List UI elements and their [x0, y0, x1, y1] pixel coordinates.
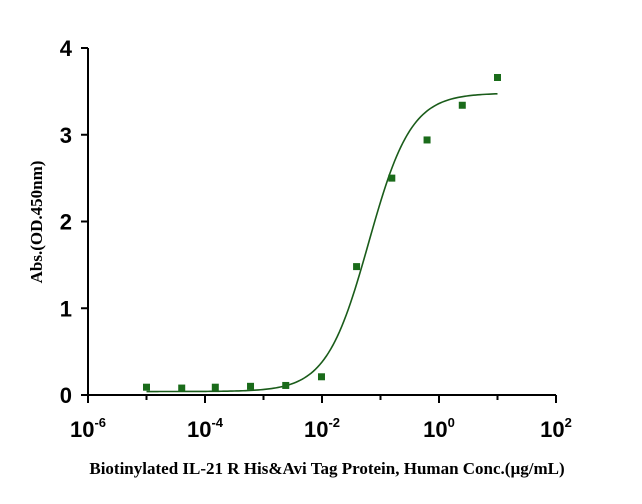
data-point: [143, 383, 150, 391]
x-tick-label: 100: [423, 415, 455, 442]
y-tick-label: 2: [60, 210, 72, 235]
y-tick-label: 3: [60, 123, 72, 148]
data-point: [494, 73, 501, 81]
x-axis-title: Biotinylated IL-21 R His&Avi Tag Protein…: [89, 459, 564, 478]
x-tick-label: 102: [540, 415, 572, 442]
x-tick-label: 10-4: [187, 415, 224, 442]
data-point: [423, 136, 431, 144]
x-tick-label: 10-2: [304, 415, 340, 442]
fit-curve: [146, 92, 498, 393]
data-points: [143, 73, 501, 392]
x-tick-label: 10-6: [70, 415, 106, 442]
data-point: [282, 381, 290, 389]
x-axis: 10-6 10-4 10-2 100 102: [70, 394, 572, 442]
data-point: [317, 373, 325, 381]
data-point: [458, 101, 466, 109]
y-axis-title: Abs.(OD.450nm): [27, 161, 46, 284]
data-point: [353, 263, 361, 271]
y-tick-label: 0: [60, 383, 72, 408]
y-tick-label: 1: [60, 296, 72, 321]
data-point: [178, 384, 186, 392]
y-axis: 0 1 2 3 4: [60, 36, 89, 408]
data-point: [211, 383, 219, 391]
data-point: [388, 174, 396, 182]
data-point: [247, 382, 255, 390]
y-tick-label: 4: [60, 36, 73, 61]
